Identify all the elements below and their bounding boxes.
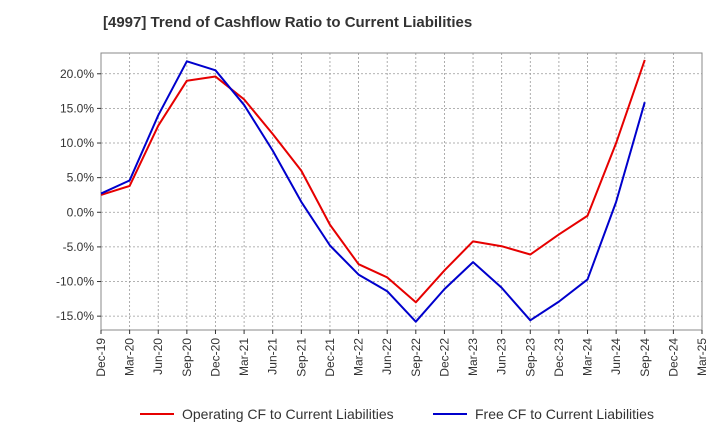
data-point	[557, 233, 560, 236]
x-tick-label: Mar-24	[581, 338, 595, 376]
x-tick-label: Mar-20	[123, 338, 137, 376]
y-tick-label: 20.0%	[60, 67, 94, 81]
data-point	[386, 276, 389, 279]
legend-label: Operating CF to Current Liabilities	[182, 406, 394, 422]
data-point	[529, 319, 532, 322]
x-tick-label: Mar-21	[237, 338, 251, 376]
data-point	[472, 240, 475, 243]
data-point	[500, 245, 503, 248]
data-point	[586, 278, 589, 281]
legend-item-0: Operating CF to Current Liabilities	[140, 406, 394, 422]
data-point	[271, 133, 274, 136]
x-tick-label: Dec-21	[323, 338, 337, 377]
data-point	[472, 261, 475, 264]
data-point	[500, 286, 503, 289]
data-point	[185, 60, 188, 63]
x-tick-label: Sep-23	[523, 338, 537, 377]
data-point	[557, 300, 560, 303]
data-point	[214, 75, 217, 78]
data-point	[357, 273, 360, 276]
x-tick-label: Jun-23	[495, 338, 509, 375]
x-tick-label: Mar-23	[466, 338, 480, 376]
x-tick-label: Sep-22	[409, 338, 423, 377]
x-tick-label: Dec-23	[552, 338, 566, 377]
x-tick-label: Jun-21	[266, 338, 280, 375]
x-tick-label: Sep-21	[294, 338, 308, 377]
data-point	[243, 98, 246, 101]
data-point	[300, 169, 303, 172]
data-point	[443, 269, 446, 272]
y-tick-label: 10.0%	[60, 136, 94, 150]
data-point	[157, 124, 160, 127]
x-tick-label: Mar-22	[352, 338, 366, 376]
x-tick-label: Sep-24	[638, 338, 652, 377]
data-point	[214, 69, 217, 72]
y-tick-label: -5.0%	[63, 240, 95, 254]
x-tick-label: Jun-20	[151, 338, 165, 375]
x-tick-label: Mar-25	[695, 338, 709, 376]
y-tick-label: 15.0%	[60, 101, 94, 115]
data-point	[157, 114, 160, 117]
series-group	[100, 58, 646, 323]
x-tick-label: Jun-24	[609, 338, 623, 375]
data-point	[271, 149, 274, 152]
data-point	[357, 263, 360, 266]
data-point	[586, 214, 589, 217]
x-tick-label: Dec-24	[666, 338, 680, 377]
data-point	[185, 79, 188, 82]
x-axis: Dec-19 Mar-20 Jun-20 Sep-20 Dec-20 Mar-21 Jun-…	[94, 330, 709, 377]
data-point	[300, 200, 303, 203]
data-point	[328, 223, 331, 226]
x-tick-label: Dec-20	[208, 338, 222, 377]
data-point	[643, 101, 646, 104]
series-line-0	[100, 59, 646, 304]
legend-label: Free CF to Current Liabilities	[475, 406, 654, 422]
plot-area	[100, 52, 703, 331]
data-point	[128, 179, 131, 182]
grid-lines	[100, 53, 703, 330]
data-point	[443, 288, 446, 291]
series-line-1	[100, 60, 646, 323]
chart-title: [4997] Trend of Cashflow Ratio to Curren…	[103, 14, 473, 31]
data-point	[615, 200, 618, 203]
legend-item-1: Free CF to Current Liabilities	[433, 406, 654, 422]
data-point	[128, 184, 131, 187]
y-tick-label: 0.0%	[67, 205, 95, 219]
data-point	[243, 103, 246, 106]
x-tick-label: Dec-19	[94, 338, 108, 377]
data-point	[100, 192, 103, 195]
legend: Operating CF to Current Liabilities Free …	[140, 406, 654, 422]
data-point	[414, 320, 417, 323]
data-point	[328, 244, 331, 247]
data-point	[529, 253, 532, 256]
data-point	[414, 301, 417, 304]
data-point	[615, 142, 618, 145]
y-tick-label: -10.0%	[56, 275, 94, 289]
data-point	[386, 290, 389, 293]
y-tick-label: -15.0%	[56, 309, 94, 323]
x-tick-label: Dec-22	[437, 338, 451, 377]
x-tick-label: Jun-22	[380, 338, 394, 375]
data-point	[643, 58, 646, 61]
x-tick-label: Sep-20	[180, 338, 194, 377]
y-tick-label: 5.0%	[67, 171, 95, 185]
y-axis: 20.0% 15.0% 10.0% 5.0% 0.0% -5.0% -10.0% -15.0%	[56, 67, 101, 323]
